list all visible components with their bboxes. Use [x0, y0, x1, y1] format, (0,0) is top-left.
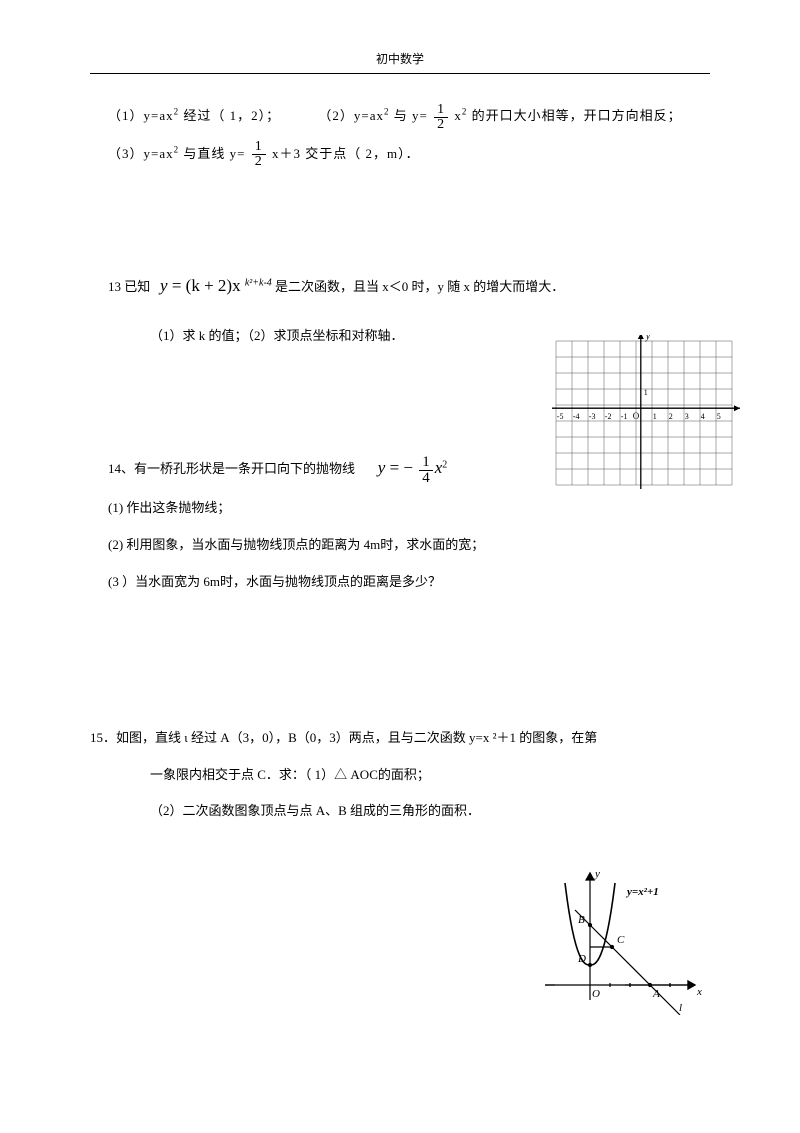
parabola-figure: B C D O A x y l y=x²+1 — [535, 865, 705, 1015]
label-D: D — [577, 953, 586, 965]
svg-text:-4: -4 — [573, 412, 580, 421]
fraction: 1 4 — [419, 455, 433, 486]
label-O: O — [592, 988, 600, 1000]
svg-text:4: 4 — [701, 412, 705, 421]
svg-text:y: y — [645, 335, 651, 342]
p15-line1: 15．如图，直线 ι 经过 A（3，0），B（0，3）两点，且与二次函数 y=x… — [90, 724, 710, 753]
p14-line2: (1) 作出这条抛物线； — [90, 494, 710, 523]
eq-eq: = — [172, 276, 182, 295]
p12-line2: （3）y=ax2 与直线 y= 1 2 x＋3 交于点（ 2，m）． — [90, 140, 710, 170]
p12-line1: （1）y=ax2 经过（ 1，2）； （2）y=ax2 与 y= 1 2 x2 … — [90, 102, 710, 132]
sup: 2 — [462, 107, 468, 117]
lead: 13 已知 — [108, 279, 150, 294]
svg-text:-2: -2 — [605, 412, 612, 421]
sup: 2 — [174, 107, 180, 117]
sup: 2 — [384, 107, 390, 117]
denominator: 2 — [434, 118, 448, 132]
svg-text:-1: -1 — [621, 412, 628, 421]
p13-line1: 13 已知 y = (k + 2)x k²+k-4 是二次函数，且当 x＜0 时… — [90, 267, 710, 304]
svg-text:2: 2 — [669, 412, 673, 421]
svg-text:-3: -3 — [589, 412, 596, 421]
text: 与 y= — [394, 108, 428, 123]
label-x: x — [696, 986, 702, 998]
text: 14、有一桥孔形状是一条开口向下的抛物线 — [108, 461, 355, 476]
label-C: C — [617, 934, 625, 946]
svg-text:3: 3 — [685, 412, 689, 421]
label-B: B — [578, 914, 585, 926]
label-l: l — [679, 1002, 682, 1014]
text: 与直线 y= — [183, 146, 245, 161]
p15-line2: 一象限内相交于点 C．求：（ 1）△ AOC的面积； — [90, 761, 710, 790]
eq-plus: + — [204, 276, 214, 295]
svg-text:5: 5 — [717, 412, 721, 421]
page-header: 初中数学 — [90, 50, 710, 74]
fraction: 1 2 — [434, 103, 448, 132]
eq-rp: 2)x — [218, 276, 241, 295]
label-y: y — [594, 868, 600, 880]
denominator: 4 — [419, 471, 433, 486]
tail: 是二次函数，且当 x＜0 时，y 随 x 的增大而增大． — [275, 279, 564, 294]
text: 的开口大小相等，开口方向相反； — [472, 108, 682, 123]
eq: y = − — [378, 458, 417, 477]
text: x＋3 交于点（ 2，m）． — [272, 146, 420, 161]
p14-line4: (3 ）当水面宽为 6m时，水面与抛物线顶点的距离是多少？ — [90, 568, 710, 597]
text: （2）y=ax — [318, 108, 384, 123]
eq: y = (k + 2)x — [160, 276, 245, 295]
eq-lp: (k — [186, 276, 200, 295]
svg-text:O: O — [633, 411, 640, 421]
eq-y: y — [160, 276, 168, 295]
curve-label: y=x²+1 — [625, 886, 659, 898]
p14-line3: (2) 利用图象，当水面与抛物线顶点的距离为 4m时，求水面的宽； — [90, 531, 710, 560]
svg-text:1: 1 — [653, 412, 657, 421]
p14-line1: 14、有一桥孔形状是一条开口向下的抛物线 y = − 1 4 x2 — [90, 449, 710, 486]
eq-y: y — [378, 458, 386, 477]
text: （1）y=ax — [108, 108, 174, 123]
numerator: 1 — [434, 103, 448, 118]
sup: 2 — [174, 144, 180, 154]
label-A: A — [652, 988, 660, 1000]
svg-text:1: 1 — [644, 388, 648, 397]
denominator: 2 — [252, 155, 266, 169]
eq-eq: = — [390, 458, 400, 477]
text: （3）y=ax — [108, 146, 174, 161]
numerator: 1 — [252, 140, 266, 155]
text: x — [454, 108, 462, 123]
p15-line3: （2）二次函数图象顶点与点 A、B 组成的三角形的面积． — [90, 797, 710, 826]
numerator: 1 — [419, 455, 433, 471]
exponent: k²+k-4 — [245, 278, 272, 289]
text: 经过（ 1，2）； — [183, 108, 280, 123]
eq-neg: − — [403, 458, 413, 477]
svg-text:-5: -5 — [557, 412, 564, 421]
fraction: 1 2 — [252, 140, 266, 169]
